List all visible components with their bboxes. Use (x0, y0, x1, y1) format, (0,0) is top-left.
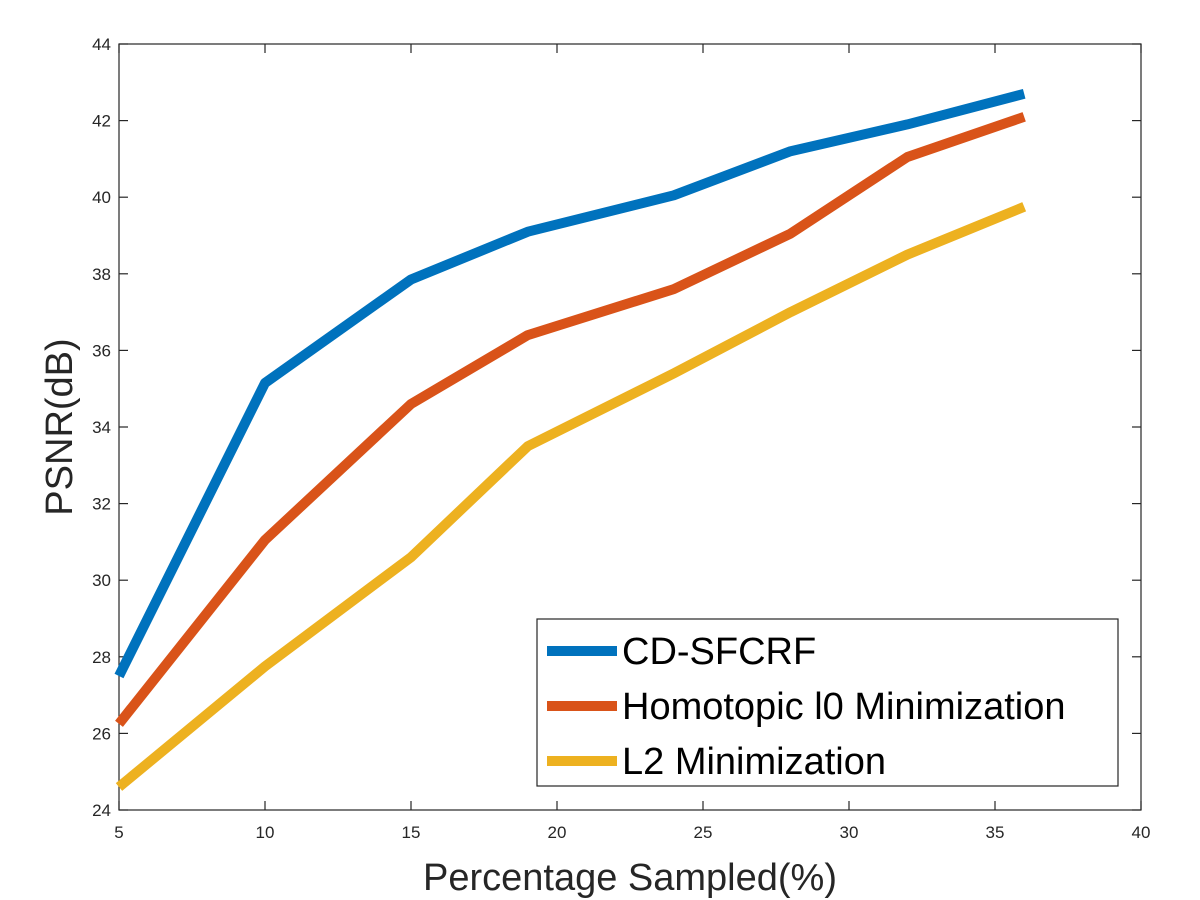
x-tick-label: 5 (114, 823, 123, 842)
legend-entries: CD-SFCRF Homotopic l0 Minimization L2 Mini… (547, 631, 1066, 783)
x-tick-label: 20 (548, 823, 567, 842)
y-tick-label: 38 (92, 265, 111, 284)
series-line-1 (114, 88, 1026, 679)
y-tick-label: 30 (92, 571, 111, 590)
y-axis-title: PSNR(dB) (39, 338, 81, 515)
x-tick-label: 35 (986, 823, 1005, 842)
y-tick-label: 40 (92, 188, 111, 207)
legend-label-3: L2 Minimization (622, 741, 886, 783)
y-tick-label: 34 (92, 418, 111, 437)
y-tick-label: 24 (92, 801, 111, 820)
x-tick-label: 30 (840, 823, 859, 842)
x-tick-label: 10 (256, 823, 275, 842)
legend-box (536, 618, 1119, 787)
x-tick-label: 40 (1132, 823, 1151, 842)
legend: CD-SFCRF Homotopic l0 Minimization L2 Mini… (536, 618, 1119, 787)
legend-label-1: CD-SFCRF (622, 631, 816, 673)
x-axis-title: Percentage Sampled(%) (423, 857, 837, 899)
y-tick-label: 28 (92, 648, 111, 667)
y-tick-label: 36 (92, 341, 111, 360)
y-tick-label: 26 (92, 724, 111, 743)
legend-label-2: Homotopic l0 Minimization (622, 686, 1066, 728)
x-tick-label: 25 (694, 823, 713, 842)
series-line-3 (115, 202, 1027, 791)
x-tick-label: 15 (402, 823, 421, 842)
series-layer (114, 88, 1027, 791)
ticks-layer: 5 10 15 20 25 30 35 40 24 26 28 30 32 34 36 38 40 42 44 (92, 35, 1150, 842)
series-line-2 (115, 112, 1026, 727)
y-tick-label: 32 (92, 495, 111, 514)
y-tick-label: 44 (92, 35, 111, 54)
y-tick-label: 42 (92, 112, 111, 131)
